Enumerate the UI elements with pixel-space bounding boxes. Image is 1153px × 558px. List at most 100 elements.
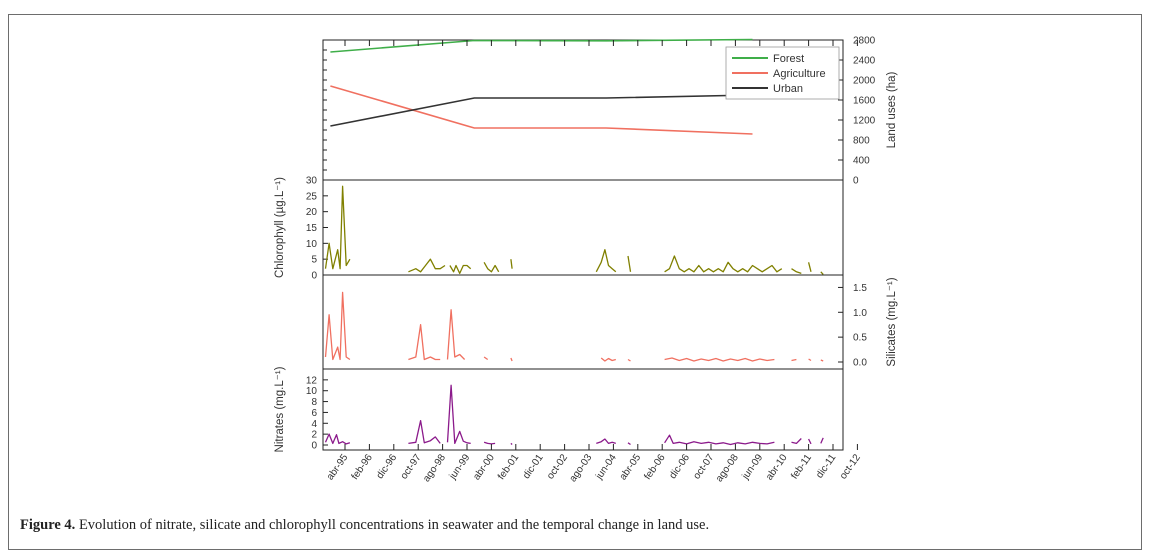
legend-label-agriculture: Agriculture bbox=[773, 68, 826, 80]
x-tick-label: abr-00 bbox=[471, 452, 497, 482]
x-tick-label: dic-01 bbox=[521, 452, 546, 481]
x-tick-label: abr-95 bbox=[325, 452, 351, 482]
x-tick-label: dic-06 bbox=[667, 452, 692, 481]
series-segment-nitrates bbox=[408, 419, 441, 445]
series-segment-chlorophyll bbox=[408, 258, 446, 273]
y-axis-label: Silicates (mg.L⁻¹) bbox=[886, 277, 898, 366]
series-segment-nitrates bbox=[820, 437, 824, 444]
series-segment-chlorophyll bbox=[595, 249, 617, 273]
panel-silicates: 0.0 0.5 1.0 1.5 Silicates (mg.L⁻¹) bbox=[322, 274, 898, 370]
y-tick-label: 800 bbox=[853, 136, 870, 147]
y-tick-label: 25 bbox=[306, 191, 318, 202]
panel-frame bbox=[322, 368, 844, 451]
y-tick-label: 8 bbox=[311, 397, 317, 408]
y-tick-label: 0 bbox=[853, 176, 859, 187]
x-tick-label: abr-10 bbox=[764, 452, 790, 482]
x-tick-label: jun-04 bbox=[593, 452, 619, 482]
y-tick-label: 0.5 bbox=[853, 333, 867, 344]
series-segment-chlorophyll bbox=[807, 262, 812, 272]
series-segment-chlorophyll bbox=[664, 255, 783, 273]
series-segment-silicates bbox=[808, 358, 812, 362]
series-segment-silicates bbox=[664, 357, 775, 362]
legend: Forest Agriculture Urban bbox=[725, 46, 840, 100]
y-tick-label: 10 bbox=[306, 239, 318, 250]
series-segment-nitrates bbox=[664, 434, 775, 446]
x-tick-label: oct-97 bbox=[399, 452, 424, 481]
x-tick-label: abr-05 bbox=[618, 452, 644, 482]
y-tick-label: 6 bbox=[311, 408, 317, 419]
y-tick-label: 4 bbox=[311, 419, 317, 430]
y-axis-label: Land uses (ha) bbox=[886, 71, 898, 148]
series-segment-nitrates bbox=[324, 433, 351, 445]
series-segment-silicates bbox=[483, 356, 489, 361]
y-tick-label: 400 bbox=[853, 156, 870, 167]
x-tick-label: dic-11 bbox=[814, 452, 838, 480]
series-segment-chlorophyll bbox=[483, 261, 500, 273]
series-segment-silicates bbox=[446, 309, 466, 360]
series-segment-chlorophyll bbox=[791, 268, 802, 275]
caption-label: Figure 4. bbox=[20, 517, 76, 533]
y-tick-label: 0 bbox=[311, 271, 317, 282]
series-segment-nitrates bbox=[627, 442, 631, 446]
series-segment-chlorophyll bbox=[324, 185, 351, 270]
series-line-urban bbox=[330, 94, 753, 127]
x-tick-label: oct-12 bbox=[838, 452, 863, 481]
panel-frame bbox=[322, 274, 844, 370]
x-tick-label: ago-03 bbox=[568, 452, 595, 484]
legend-label-forest: Forest bbox=[773, 53, 804, 65]
series-segment-nitrates bbox=[808, 438, 812, 445]
series-segment-silicates bbox=[791, 358, 797, 362]
series-segment-silicates bbox=[627, 358, 631, 362]
figure-frame bbox=[8, 14, 1142, 550]
caption-text: Evolution of nitrate, silicate and chlor… bbox=[75, 517, 710, 533]
x-tick-label: feb-11 bbox=[789, 452, 814, 481]
y-tick-label: 12 bbox=[306, 375, 318, 386]
x-tick-label: oct-02 bbox=[545, 452, 570, 481]
y-tick-label: 5 bbox=[311, 255, 317, 266]
y-tick-label: 0.0 bbox=[853, 358, 867, 369]
y-axis-label: Nitrates (mg.L⁻¹) bbox=[274, 366, 286, 452]
panel-frame bbox=[322, 179, 844, 276]
y-tick-label: 10 bbox=[306, 386, 318, 397]
y-tick-label: 20 bbox=[306, 207, 318, 218]
y-tick-label: 15 bbox=[306, 223, 318, 234]
x-tick-label: feb-01 bbox=[496, 452, 522, 482]
x-tick-label: dic-96 bbox=[375, 452, 400, 481]
y-tick-label: 1.0 bbox=[853, 308, 867, 319]
legend-label-urban: Urban bbox=[773, 83, 803, 95]
y-tick-label: 2800 bbox=[853, 36, 876, 47]
panel-chlorophyll: 0 5 10 15 20 25 30 Chlorophyll (µg.L⁻¹) bbox=[274, 176, 844, 282]
y-axis-label: Chlorophyll (µg.L⁻¹) bbox=[274, 177, 286, 278]
y-tick-label: 30 bbox=[306, 176, 318, 187]
series-segment-silicates bbox=[820, 359, 824, 362]
series-segment-silicates bbox=[324, 291, 351, 361]
series-segment-nitrates bbox=[510, 442, 513, 445]
y-tick-label: 0 bbox=[311, 441, 317, 452]
y-tick-label: 2 bbox=[311, 430, 317, 441]
x-tick-label: feb-96 bbox=[350, 452, 376, 482]
x-tick-label: jun-99 bbox=[447, 452, 473, 482]
series-segment-silicates bbox=[510, 357, 513, 362]
series-segment-nitrates bbox=[791, 438, 802, 445]
x-tick-label: ago-98 bbox=[421, 452, 448, 484]
series-segment-silicates bbox=[600, 357, 616, 362]
series-segment-nitrates bbox=[596, 438, 616, 445]
series-line-agriculture bbox=[330, 85, 753, 135]
series-segment-nitrates bbox=[446, 384, 471, 445]
y-tick-label: 1200 bbox=[853, 116, 876, 127]
series-segment-silicates bbox=[408, 324, 441, 361]
series-segment-chlorophyll bbox=[627, 255, 632, 272]
y-tick-label: 2000 bbox=[853, 76, 876, 87]
series-segment-chlorophyll bbox=[449, 264, 472, 275]
x-tick-label: jun-09 bbox=[740, 452, 766, 482]
x-tick-label: feb-06 bbox=[642, 452, 668, 482]
y-tick-label: 1600 bbox=[853, 96, 876, 107]
x-tick-label: ago-08 bbox=[714, 452, 741, 484]
x-tick-label: oct-07 bbox=[692, 452, 717, 481]
y-tick-label: 1.5 bbox=[853, 283, 867, 294]
series-segment-chlorophyll bbox=[820, 271, 824, 275]
figure-caption: Figure 4. Evolution of nitrate, silicate… bbox=[20, 517, 709, 534]
